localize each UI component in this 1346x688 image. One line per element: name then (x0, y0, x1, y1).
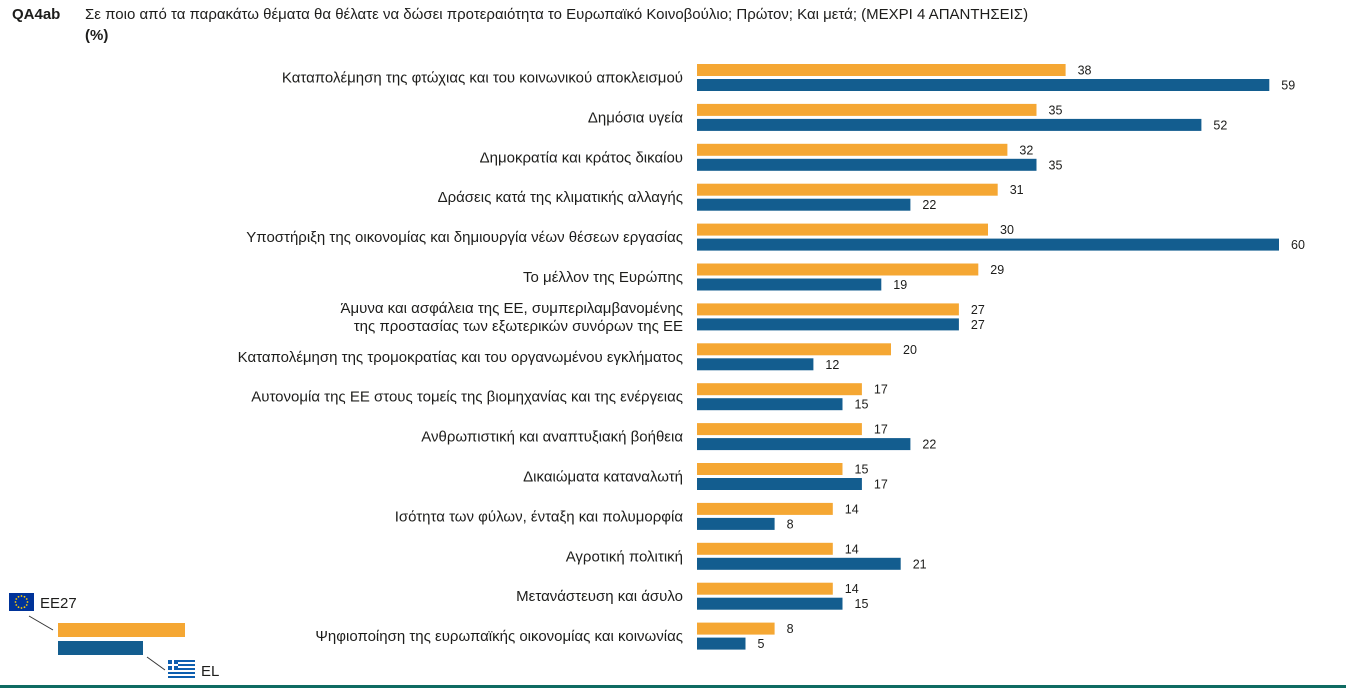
value-label-eu27: 14 (845, 502, 859, 516)
bar-el (697, 438, 911, 451)
bar-eu27 (697, 383, 862, 396)
value-label-eu27: 14 (845, 542, 859, 556)
category-label: Δράσεις κατά της κλιματικής αλλαγής (438, 189, 683, 206)
value-label-el: 17 (874, 478, 888, 492)
bar-eu27 (697, 502, 833, 515)
value-label-el: 8 (787, 517, 794, 531)
bar-el (697, 318, 959, 331)
greek-flag-icon (168, 660, 195, 678)
bar-el (697, 158, 1037, 171)
bar-el (697, 637, 746, 650)
value-label-eu27: 32 (1019, 143, 1033, 157)
bar-el (697, 198, 911, 211)
value-label-eu27: 35 (1049, 103, 1063, 117)
value-label-el: 52 (1213, 118, 1227, 132)
bar-eu27 (697, 64, 1066, 76)
bar-eu27 (697, 622, 775, 635)
bar-el (697, 79, 1270, 91)
legend-label-el: EL (201, 663, 219, 680)
category-label: Μετανάστευση και άσυλο (516, 588, 683, 605)
bar-eu27 (697, 463, 843, 475)
value-label-el: 60 (1291, 238, 1305, 252)
value-label-el: 15 (855, 398, 869, 412)
bottom-rule (0, 685, 1346, 688)
category-label: Ψηφιοποίηση της ευρωπαϊκής οικονομίας κα… (315, 628, 683, 645)
category-label: Το μέλλον της Ευρώπης (523, 269, 683, 286)
value-label-eu27: 38 (1078, 64, 1092, 78)
bar-el (697, 517, 775, 530)
unit-label: (%) (85, 27, 109, 44)
value-label-eu27: 17 (874, 423, 888, 437)
value-label-el: 15 (855, 597, 869, 611)
category-label: Καταπολέμηση της τρομοκρατίας και του ορ… (238, 349, 683, 366)
bar-el (697, 597, 843, 610)
value-label-el: 35 (1049, 158, 1063, 172)
value-label-el: 12 (825, 358, 839, 372)
category-label: Αυτονομία της ΕΕ στους τομείς της βιομηχ… (251, 389, 683, 406)
bar-eu27 (697, 542, 833, 555)
bar-el (697, 398, 843, 411)
bar-eu27 (697, 183, 998, 196)
bar-el (697, 238, 1279, 251)
value-label-eu27: 15 (855, 463, 869, 477)
legend-swatch-el (58, 641, 143, 655)
eu-flag-icon (9, 593, 34, 611)
value-label-el: 22 (922, 438, 936, 452)
bar-el (697, 358, 814, 371)
bar-el (697, 557, 901, 570)
bar-eu27 (697, 103, 1037, 116)
value-label-eu27: 20 (903, 343, 917, 357)
value-label-eu27: 27 (971, 303, 985, 317)
value-label-el: 27 (971, 318, 985, 332)
category-label: Άμυνα και ασφάλεια της ΕΕ, συμπεριλαμβαν… (340, 300, 683, 335)
bar-eu27 (697, 263, 979, 276)
question-id: QA4ab (12, 6, 61, 23)
category-label: Δικαιώματα καταναλωτή (523, 469, 683, 486)
value-label-eu27: 29 (990, 263, 1004, 277)
value-label-el: 21 (913, 557, 927, 571)
value-label-eu27: 17 (874, 383, 888, 397)
category-label: Αγροτική πολιτική (566, 548, 683, 565)
legend-leader-line (28, 615, 54, 631)
bar-eu27 (697, 143, 1008, 156)
bar-eu27 (697, 423, 862, 436)
bar-eu27 (697, 582, 833, 595)
category-label: Ισότητα των φύλων, ένταξη και πολυμορφία (395, 508, 684, 525)
bar-el (697, 478, 862, 490)
category-label: Υποστήριξη της οικονομίας και δημιουργία… (246, 229, 683, 246)
bar-el (697, 118, 1202, 131)
value-label-el: 19 (893, 278, 907, 292)
category-label: Δημοκρατία και κράτος δικαίου (480, 149, 683, 166)
bar-eu27 (697, 303, 959, 316)
legend-label-eu27: ΕΕ27 (40, 595, 77, 612)
category-label: Καταπολέμηση της φτώχιας και του κοινωνι… (282, 70, 683, 87)
category-label: Δημόσια υγεία (588, 109, 683, 126)
category-label: Ανθρωπιστική και αναπτυξιακή βοήθεια (421, 429, 683, 446)
value-label-eu27: 14 (845, 582, 859, 596)
value-label-el: 59 (1281, 79, 1295, 93)
value-label-el: 22 (922, 198, 936, 212)
legend-leader-line (146, 656, 166, 671)
legend-swatch-eu27 (58, 623, 185, 637)
bar-eu27 (697, 343, 891, 356)
value-label-eu27: 8 (787, 622, 794, 636)
question-text: Σε ποιο από τα παρακάτω θέματα θα θέλατε… (85, 6, 1029, 23)
value-label-el: 5 (758, 637, 765, 651)
value-label-eu27: 31 (1010, 183, 1024, 197)
bar-eu27 (697, 223, 988, 236)
bar-el (697, 278, 882, 291)
value-label-eu27: 30 (1000, 223, 1014, 237)
